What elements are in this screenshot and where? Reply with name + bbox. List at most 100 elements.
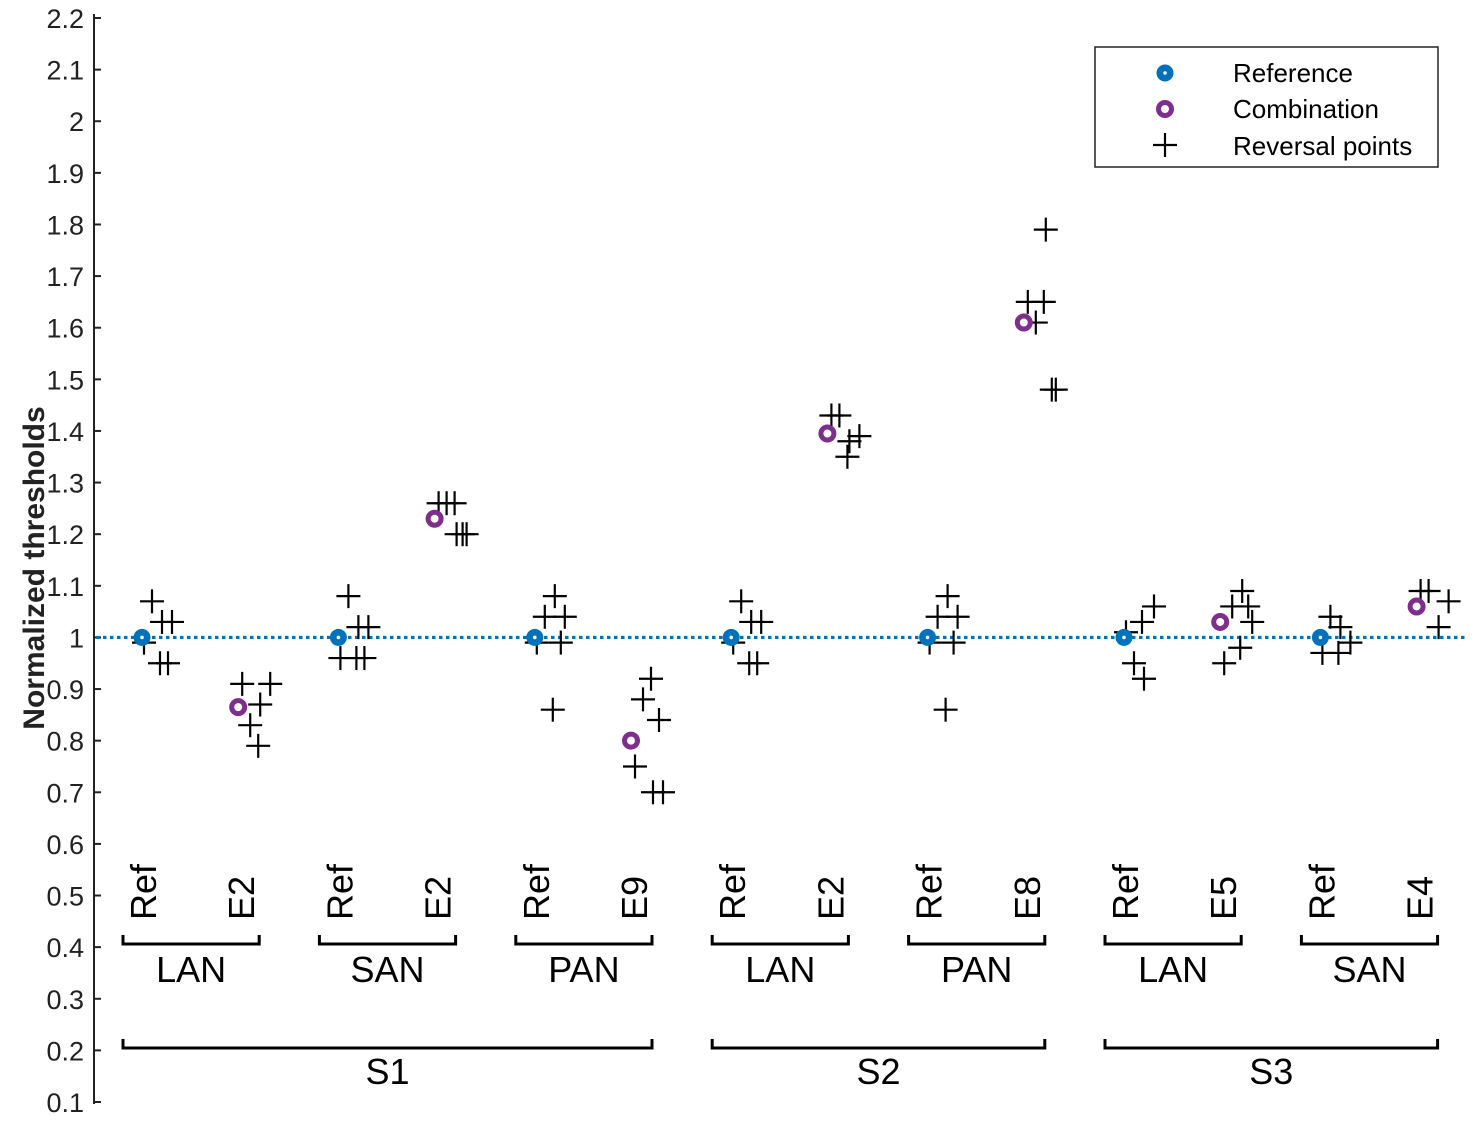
group-bracket [121,935,261,946]
y-tick-label: 1.2 [46,520,84,550]
category-label: Ref [123,863,164,920]
reversal-point [1130,609,1154,634]
reversal-point [1132,666,1156,691]
category-label: Ref [909,863,950,920]
group-bracket [514,935,654,946]
reversal-point [238,713,263,738]
reversal-point [1236,594,1261,619]
reversal-point [749,609,774,634]
combination-marker [818,424,837,443]
reversal-point [745,651,770,676]
reversal-point [1338,630,1363,655]
combination-marker [1211,612,1230,631]
group-bracket [317,935,458,946]
legend: Reference Combination Reversal points [1094,46,1439,168]
category-label: Ref [516,863,557,920]
group-label: PAN [548,949,619,990]
y-tick-label: 0.8 [46,727,84,757]
category-12-points [1310,604,1363,665]
reversal-point [156,651,180,676]
group-bracket [1103,935,1243,946]
reversal-point [356,615,381,640]
reference-marker-center [336,635,341,640]
subject-bracket [710,1039,1047,1050]
group-bracket [1299,935,1440,946]
combination-marker [1407,597,1426,616]
y-tick-label: 1.1 [46,572,84,602]
reversal-point [933,697,958,722]
combination-marker [622,731,640,750]
group-label: SAN [1332,949,1406,990]
reversal-point [631,687,655,712]
reversal-point [1228,635,1253,660]
reversal-point [945,604,970,629]
reversal-point [336,584,361,609]
y-tick-label: 0.4 [46,933,84,963]
group-bracket [710,935,850,946]
category-label: Ref [319,863,360,920]
category-4-points [524,584,577,722]
reversal-point [729,589,754,614]
reversal-point [819,403,844,428]
legend-label: Reference [1233,58,1353,88]
y-tick-label: 0.6 [46,830,84,860]
y-tick-label: 2 [69,107,84,137]
data-points-layer [132,217,1461,805]
reference-marker-center [140,635,144,640]
reversal-point [548,630,573,655]
category-7-points [818,403,872,469]
category-11-points [1211,578,1265,676]
combination-marker [425,509,444,528]
subject-label: S3 [1249,1051,1293,1092]
reversal-point [230,671,255,696]
category-label: E4 [1400,876,1441,920]
reversal-point [837,429,862,454]
reversal-point [1318,604,1343,629]
subject-label: S2 [856,1051,900,1092]
legend-box [1094,46,1439,168]
reversal-point [1326,640,1351,665]
reversal-point [1142,594,1166,619]
legend-reference-marker-center [1163,71,1167,75]
reversal-point [941,630,966,655]
group-label: SAN [350,949,424,990]
legend-label: Combination [1233,94,1379,124]
y-tick-label: 1.8 [46,210,84,240]
category-13-points [1407,578,1461,640]
category-label: Ref [712,863,753,920]
y-tick-label: 1.5 [46,365,84,395]
category-label: E2 [418,876,459,920]
reversal-point [540,697,565,722]
y-tick-label: 0.5 [46,882,84,912]
group-label: LAN [745,949,815,990]
reversal-point [1033,217,1058,242]
reversal-point [160,609,184,634]
y-tick-label: 0.9 [46,675,84,705]
category-2-points [328,584,381,671]
reversal-point [258,671,283,696]
category-label: E9 [614,876,655,920]
category-10-points [1114,594,1166,691]
reversal-point [1436,589,1461,614]
y-tick-label: 1.7 [46,262,84,292]
y-tick-label: 0.2 [46,1036,84,1066]
y-tick-label: 0.7 [46,778,84,808]
category-8-points [917,584,970,722]
subject-bracket [121,1039,654,1050]
y-tick-label: 1.3 [46,469,84,499]
reversal-point [246,733,271,758]
reversal-point [647,708,671,733]
y-axis-layer: 0.1 0.2 0.3 0.4 0.5 0.6 0.7 0.8 0.9 1 1.1 1.2 1.3 1.4… [18,4,101,1118]
y-tick-label: 1.4 [46,417,84,447]
y-tick-label: 0.3 [46,985,84,1015]
subject-bracket [1103,1039,1440,1050]
reversal-point [248,692,273,717]
category-labels-layer: Ref E2 Ref E2 Ref E9 Ref E2 Ref E8 Ref E5 Ref E4 LAN SA… [121,863,1441,1092]
combination-marker [1014,313,1033,332]
category-label: Ref [1105,863,1146,920]
y-tick-label: 2.1 [46,56,84,86]
category-label: E5 [1203,876,1244,920]
y-tick-label: 0.1 [46,1088,84,1118]
group-bracket [907,935,1047,946]
